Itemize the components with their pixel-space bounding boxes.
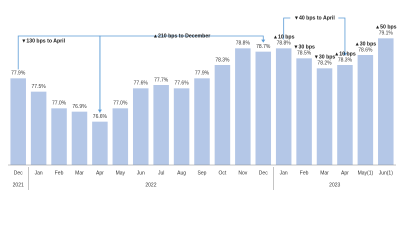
bar [92, 121, 108, 165]
x-tick-label: Mar [320, 170, 329, 176]
x-tick-label: Feb [55, 170, 64, 176]
value-label: 77.9% [11, 71, 26, 77]
bar [378, 38, 394, 166]
change-annotation: ▼30 bps [314, 55, 336, 61]
value-label: 78.6% [358, 47, 373, 53]
bar [235, 48, 251, 166]
bar [337, 65, 353, 165]
year-label: 2023 [329, 182, 340, 188]
bar [173, 88, 190, 165]
bar [132, 88, 149, 165]
x-tick-label: Jun(1) [379, 170, 394, 176]
value-label: 78.7% [256, 44, 271, 50]
value-label: 77.9% [195, 71, 210, 77]
x-tick-label: Jul [158, 170, 164, 176]
change-annotation: ▼30 bps [293, 45, 315, 51]
x-tick-label: Apr [341, 170, 349, 176]
value-label: 78.3% [215, 57, 230, 63]
bracket-annotation: ▲210 bps to December [153, 33, 210, 39]
bracket-arrow [261, 39, 266, 43]
x-tick-label: Sep [198, 170, 207, 176]
x-tick-label: Oct [219, 170, 227, 176]
x-tick-label: May(1) [358, 170, 374, 176]
change-annotation: ▲10 bps [273, 35, 295, 41]
bar [71, 111, 88, 165]
annotation-box [290, 14, 339, 22]
x-tick-label: Aug [177, 170, 186, 176]
year-label: 2021 [13, 182, 24, 188]
x-tick-label: Jan [35, 170, 43, 176]
change-annotation: ▲10 bps [334, 51, 356, 57]
value-label: 77.6% [174, 81, 189, 87]
value-label: 78.2% [317, 61, 332, 67]
value-label: 77.5% [32, 84, 47, 90]
change-annotation: ▲30 bps [355, 41, 377, 47]
value-label: 77.0% [113, 101, 128, 107]
value-label: 76.6% [93, 114, 108, 120]
bracket-arrow [342, 53, 347, 56]
bracket [99, 35, 264, 113]
bar [153, 85, 169, 165]
x-tick-label: Apr [96, 170, 104, 176]
bar [296, 58, 312, 166]
value-label: 79.1% [379, 31, 394, 37]
bar [112, 108, 129, 165]
value-label: 77.0% [52, 101, 67, 107]
bar [10, 78, 26, 165]
x-tick-label: May [116, 170, 126, 176]
value-label: 77.7% [154, 77, 169, 83]
bar [357, 55, 374, 165]
bar [194, 78, 210, 165]
bar [30, 91, 47, 165]
value-label: 76.9% [72, 104, 87, 110]
chart: 77.9% Dec 77.5% Jan 77.0% Feb 76.9% Mar 76.6% Apr… [8, 14, 397, 190]
value-label: 78.3% [338, 57, 353, 63]
change-annotation: ▲50 bps [375, 25, 397, 31]
bracket-annotation: ▼40 bps to April [294, 15, 336, 21]
bar [214, 65, 231, 165]
x-tick-label: Dec [14, 170, 23, 176]
value-label: 78.8% [236, 41, 251, 47]
x-tick-label: Jun [137, 170, 145, 176]
value-label: 78.8% [277, 41, 292, 47]
value-label: 77.6% [134, 81, 149, 87]
x-tick-label: Nov [238, 170, 247, 176]
x-tick-label: Dec [259, 170, 268, 176]
x-tick-label: Feb [300, 170, 309, 176]
bar [316, 68, 333, 165]
bar [51, 108, 67, 165]
bracket-annotation: ▼130 bps to April [21, 38, 65, 44]
value-label: 78.5% [297, 51, 312, 57]
bar [275, 48, 292, 166]
x-tick-label: Mar [75, 170, 84, 176]
x-tick-label: Jan [280, 170, 288, 176]
year-label: 2022 [145, 182, 156, 188]
bar [255, 51, 272, 165]
